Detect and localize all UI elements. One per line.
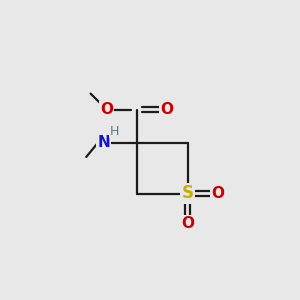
Text: O: O xyxy=(100,102,113,117)
Text: O: O xyxy=(181,216,194,231)
Text: H: H xyxy=(110,124,119,138)
Text: O: O xyxy=(211,186,224,201)
Text: N: N xyxy=(97,135,110,150)
Text: S: S xyxy=(182,184,194,202)
Text: O: O xyxy=(160,102,173,117)
